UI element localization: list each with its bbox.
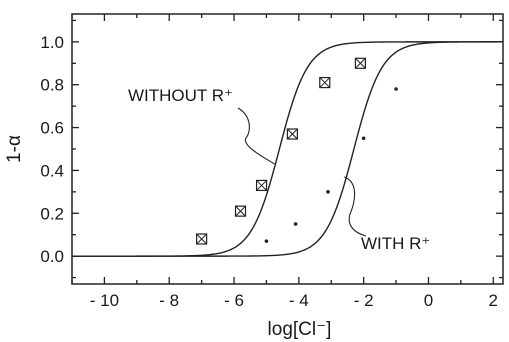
data-point-with-r bbox=[293, 222, 298, 226]
x-tick-label: - 8 bbox=[159, 291, 179, 310]
data-point-with-r bbox=[264, 239, 269, 243]
leader-with-r bbox=[343, 176, 367, 237]
plot-frame bbox=[71, 13, 504, 285]
data-point-without-r bbox=[286, 128, 298, 140]
y-tick-label: 0.4 bbox=[40, 161, 64, 180]
x-axis-label: log[Cl⁻] bbox=[268, 319, 332, 340]
data-point-with-r bbox=[361, 136, 366, 141]
data-point-with-r bbox=[394, 87, 398, 91]
data-point-with-r bbox=[326, 190, 330, 194]
leader-without-r bbox=[237, 107, 275, 165]
y-tick-label: 0.8 bbox=[40, 76, 64, 95]
data-point-without-r bbox=[196, 233, 208, 245]
y-tick-label: 0.2 bbox=[40, 204, 64, 223]
data-point-without-r bbox=[255, 179, 268, 192]
fit-curve-with-r bbox=[72, 41, 503, 257]
data-point-without-r bbox=[319, 76, 331, 89]
y-axis-label: 1-α bbox=[4, 135, 25, 163]
y-tick-label: 1.0 bbox=[40, 33, 64, 52]
data-point-without-r bbox=[234, 205, 247, 217]
x-tick-label: - 2 bbox=[354, 291, 374, 310]
annotation-without-r: WITHOUT R⁺ bbox=[128, 86, 233, 105]
annotation-with-r: WITH R⁺ bbox=[361, 234, 430, 253]
x-tick-label: - 6 bbox=[224, 291, 244, 310]
x-tick-label: 0 bbox=[424, 291, 433, 310]
x-tick-label: 2 bbox=[489, 291, 498, 310]
y-tick-label: 0.0 bbox=[40, 247, 64, 266]
x-tick-label: - 10 bbox=[90, 291, 119, 310]
x-tick-label: - 4 bbox=[289, 291, 309, 310]
fit-curve-without-r bbox=[72, 41, 503, 257]
y-tick-label: 0.6 bbox=[40, 119, 64, 138]
data-point-without-r bbox=[354, 57, 367, 69]
